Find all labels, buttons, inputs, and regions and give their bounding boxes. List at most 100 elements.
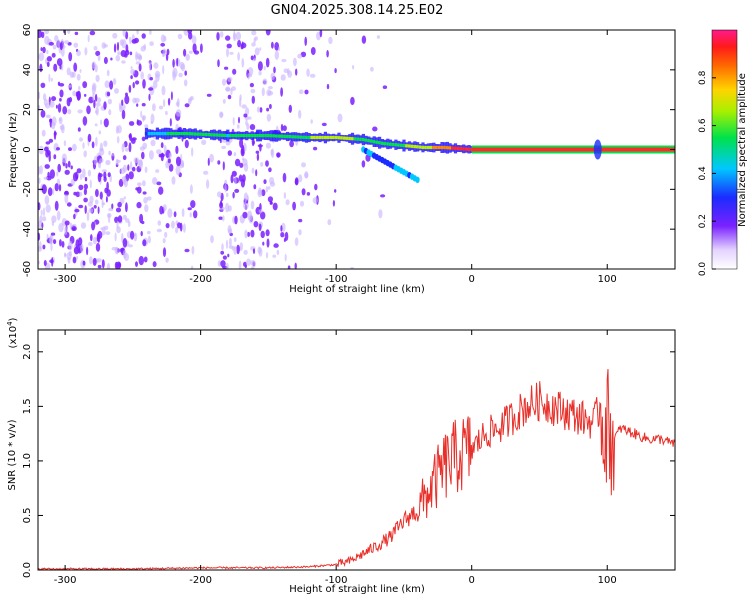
spectrogram-cell: [138, 255, 144, 266]
spectrogram-cell: [125, 92, 128, 97]
spectrogram-cell: [42, 216, 47, 222]
spectrogram-cell: [289, 140, 294, 148]
ridge-core-cell: [369, 139, 374, 143]
spectrogram-cell: [55, 104, 58, 109]
spectrogram-cell: [298, 109, 302, 119]
spectrogram-cell: [301, 188, 306, 196]
spectrogram-cell: [249, 82, 254, 88]
spectrogram-cell: [173, 211, 177, 218]
spectrogram-cell: [261, 87, 265, 97]
spectrogram-cell: [103, 118, 109, 128]
spectrogram-cell: [218, 216, 223, 220]
spectrogram-cell: [162, 48, 167, 57]
spectrogram-cell: [46, 61, 50, 67]
spectrogram-cell: [281, 58, 287, 63]
spectrogram-cell: [241, 58, 245, 68]
spectrogram-cell: [76, 90, 82, 101]
spectrogram-cell: [274, 42, 280, 51]
ridge-core-cell: [394, 143, 398, 147]
ridge-core-cell: [207, 133, 211, 137]
spectrogram-cell: [177, 33, 183, 40]
spectrogram-cell: [188, 97, 193, 102]
spectrogram-cell: [64, 169, 70, 175]
spectrogram-cell: [38, 91, 41, 100]
spectrogram-cell: [249, 124, 256, 131]
spectrogram-cell: [50, 242, 53, 252]
spectrogram-cell: [238, 116, 240, 124]
spectrogram-cell: [239, 242, 243, 252]
colorbar-label: Normalized spectral amplitude: [737, 73, 748, 227]
spectrogram-cell: [306, 192, 311, 196]
spectrogram-cell: [136, 30, 139, 35]
spectrogram-cell: [97, 264, 102, 269]
spectrogram-cell: [79, 69, 82, 73]
spectrogram-cell: [220, 260, 226, 268]
y-tick-label: 1.0: [22, 453, 33, 469]
spectrogram-cell: [128, 121, 135, 126]
spectrogram-cell: [162, 204, 167, 212]
ridge-core-cell: [302, 135, 306, 139]
spectrogram-cell: [251, 30, 257, 36]
spectrogram-cell: [179, 61, 185, 70]
spectrogram-cell: [361, 160, 366, 168]
spectrogram-x-label: Height of straight line (km): [289, 284, 425, 295]
ridge-core-cell: [193, 132, 197, 136]
ridge-core-cell: [277, 134, 281, 138]
spectrogram-cell: [380, 194, 386, 198]
spectrogram-cell: [241, 144, 245, 155]
spectrogram-cell: [272, 254, 277, 258]
spectrogram-cell: [304, 89, 309, 95]
spectrogram-cell: [246, 123, 250, 130]
spectrogram-cell: [42, 244, 46, 250]
ridge-core-cell: [288, 135, 292, 139]
spectrogram-cell: [59, 42, 63, 51]
spectrogram-cell: [64, 191, 68, 195]
spectrogram-cell: [172, 58, 175, 68]
ridge-core-cell: [383, 142, 387, 146]
spectrogram-cell: [298, 218, 303, 223]
spectrogram-cell: [258, 70, 262, 76]
ridge-core-cell: [364, 138, 368, 142]
y-tick-label: 0.0: [22, 562, 33, 578]
spectrogram-cell: [95, 136, 98, 147]
x-tick-label: 100: [598, 575, 617, 586]
spectrogram-cell: [193, 210, 198, 219]
spectrogram-cell: [142, 79, 146, 89]
spectrogram-cell: [127, 164, 130, 171]
spectrogram-cell: [51, 52, 56, 58]
spectrogram-cell: [45, 103, 51, 109]
spectrogram-cell: [141, 136, 146, 142]
ridge-core-cell: [182, 132, 187, 136]
spectrogram-cell: [94, 93, 98, 102]
spectrogram-cell: [87, 241, 93, 246]
spectrogram-cell: [53, 239, 57, 245]
x-tick-label: -300: [54, 575, 77, 586]
ridge-core-cell: [462, 147, 466, 151]
spectrogram-cell: [98, 130, 102, 135]
spectrogram-cell: [83, 188, 87, 196]
spectrogram-cell: [265, 252, 269, 259]
spectrogram-cell: [172, 71, 176, 81]
snr-frame: [37, 329, 676, 571]
spectrogram-cell: [41, 129, 46, 137]
spectrogram-cell: [141, 103, 146, 107]
spectrogram-cell: [287, 70, 293, 78]
spectrogram-cell: [94, 123, 98, 127]
spectrogram-cell: [221, 145, 227, 150]
spectrogram-cell: [46, 49, 49, 55]
spectrogram-cell: [337, 113, 343, 123]
spectrogram-cell: [156, 181, 162, 186]
ridge-core-cell: [321, 135, 325, 140]
spectrogram-cell: [251, 42, 256, 47]
x-tick-label: -300: [54, 274, 77, 285]
spectrogram-cell: [38, 202, 41, 211]
ridge-core-cell: [242, 134, 246, 138]
spectrogram-cell: [273, 66, 276, 74]
colorbar-tick-label: 0.8: [698, 70, 708, 85]
spectrogram-cell: [72, 256, 77, 264]
spectrogram-cell: [267, 196, 273, 203]
spectrogram-cell: [237, 124, 240, 129]
ridge-core-cell: [443, 145, 447, 150]
spectrogram-cell: [283, 238, 286, 242]
ridge-core-cell: [437, 145, 441, 150]
